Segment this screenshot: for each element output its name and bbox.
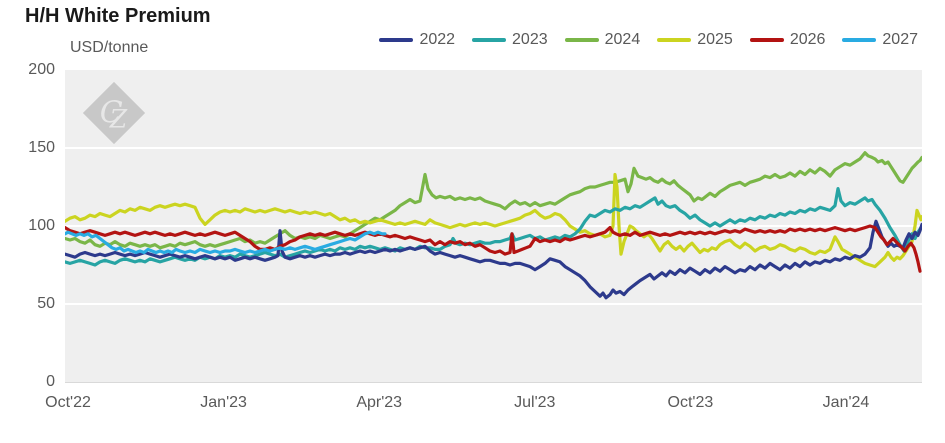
y-tick-label-100: 100 — [28, 217, 55, 234]
series-line-2024 — [65, 151, 922, 250]
legend-swatch-2024 — [564, 38, 599, 42]
x-tick-label-1: Oct'22 — [45, 394, 91, 411]
legend-swatch-2023 — [472, 38, 507, 42]
watermark-letter-z: Z — [110, 104, 128, 134]
x-tick-label-4: Jul'23 — [514, 394, 556, 411]
x-tick-label-6: Jan'24 — [822, 394, 870, 411]
legend-swatch-2022 — [379, 38, 414, 42]
y-tick-label-50: 50 — [37, 295, 55, 312]
legend-swatch-2025 — [657, 38, 692, 42]
chart-canvas — [65, 147, 922, 305]
series-line-2025 — [65, 172, 922, 269]
series-line-2026 — [65, 224, 922, 273]
y-tick-label-150: 150 — [28, 139, 55, 156]
legend-item-2025[interactable]: 2025 — [657, 31, 733, 49]
legend-item-2022[interactable]: 2022 — [379, 31, 455, 49]
legend-label: 2023 — [512, 31, 548, 48]
legend-item-2027[interactable]: 2027 — [842, 31, 918, 49]
series-line-2022 — [65, 219, 922, 300]
legend: 2022 2023 2024 2025 2026 2027 — [379, 31, 918, 49]
legend-item-2024[interactable]: 2024 — [564, 31, 641, 49]
plot-area — [65, 70, 922, 383]
legend-label: 2027 — [882, 31, 918, 48]
x-tick-label-2: Jan'23 — [200, 394, 247, 411]
y-tick-label-0: 0 — [46, 373, 55, 390]
legend-swatch-2027 — [842, 38, 877, 42]
y-axis-unit-label: USD/tonne — [70, 39, 149, 56]
legend-label: 2022 — [419, 31, 456, 48]
legend-swatch-2026 — [749, 38, 784, 42]
x-tick-label-3: Apr'23 — [356, 394, 403, 411]
legend-item-2023[interactable]: 2023 — [472, 31, 548, 49]
legend-label: 2026 — [789, 31, 826, 48]
x-tick-label-5: Oct'23 — [667, 394, 714, 411]
series-line-2027 — [65, 230, 387, 255]
legend-label: 2025 — [697, 31, 733, 48]
y-tick-label-200: 200 — [28, 61, 55, 78]
chart-title: H/H White Premium — [25, 5, 211, 27]
legend-label: 2024 — [604, 31, 641, 48]
legend-item-2026[interactable]: 2026 — [749, 31, 826, 49]
